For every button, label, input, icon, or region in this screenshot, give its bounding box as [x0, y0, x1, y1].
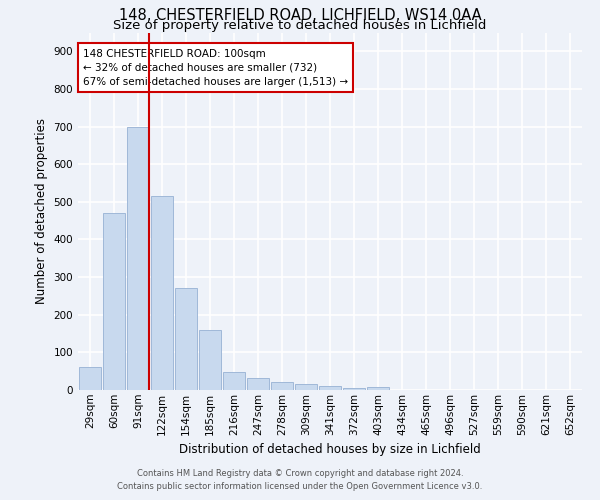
Y-axis label: Number of detached properties: Number of detached properties — [35, 118, 48, 304]
Bar — [175, 288, 197, 390]
Bar — [343, 388, 365, 390]
Bar — [247, 378, 269, 390]
X-axis label: Distribution of detached houses by size in Lichfield: Distribution of detached houses by size … — [179, 443, 481, 456]
Text: Contains HM Land Registry data © Crown copyright and database right 2024.
Contai: Contains HM Land Registry data © Crown c… — [118, 469, 482, 491]
Bar — [271, 382, 293, 390]
Bar — [199, 330, 221, 390]
Bar — [151, 196, 173, 390]
Bar — [127, 126, 149, 390]
Bar — [223, 372, 245, 390]
Bar — [319, 386, 341, 390]
Text: 148 CHESTERFIELD ROAD: 100sqm
← 32% of detached houses are smaller (732)
67% of : 148 CHESTERFIELD ROAD: 100sqm ← 32% of d… — [83, 48, 348, 86]
Bar — [367, 388, 389, 390]
Bar — [295, 384, 317, 390]
Bar — [103, 213, 125, 390]
Text: Size of property relative to detached houses in Lichfield: Size of property relative to detached ho… — [113, 18, 487, 32]
Text: 148, CHESTERFIELD ROAD, LICHFIELD, WS14 0AA: 148, CHESTERFIELD ROAD, LICHFIELD, WS14 … — [119, 8, 481, 22]
Bar — [79, 368, 101, 390]
